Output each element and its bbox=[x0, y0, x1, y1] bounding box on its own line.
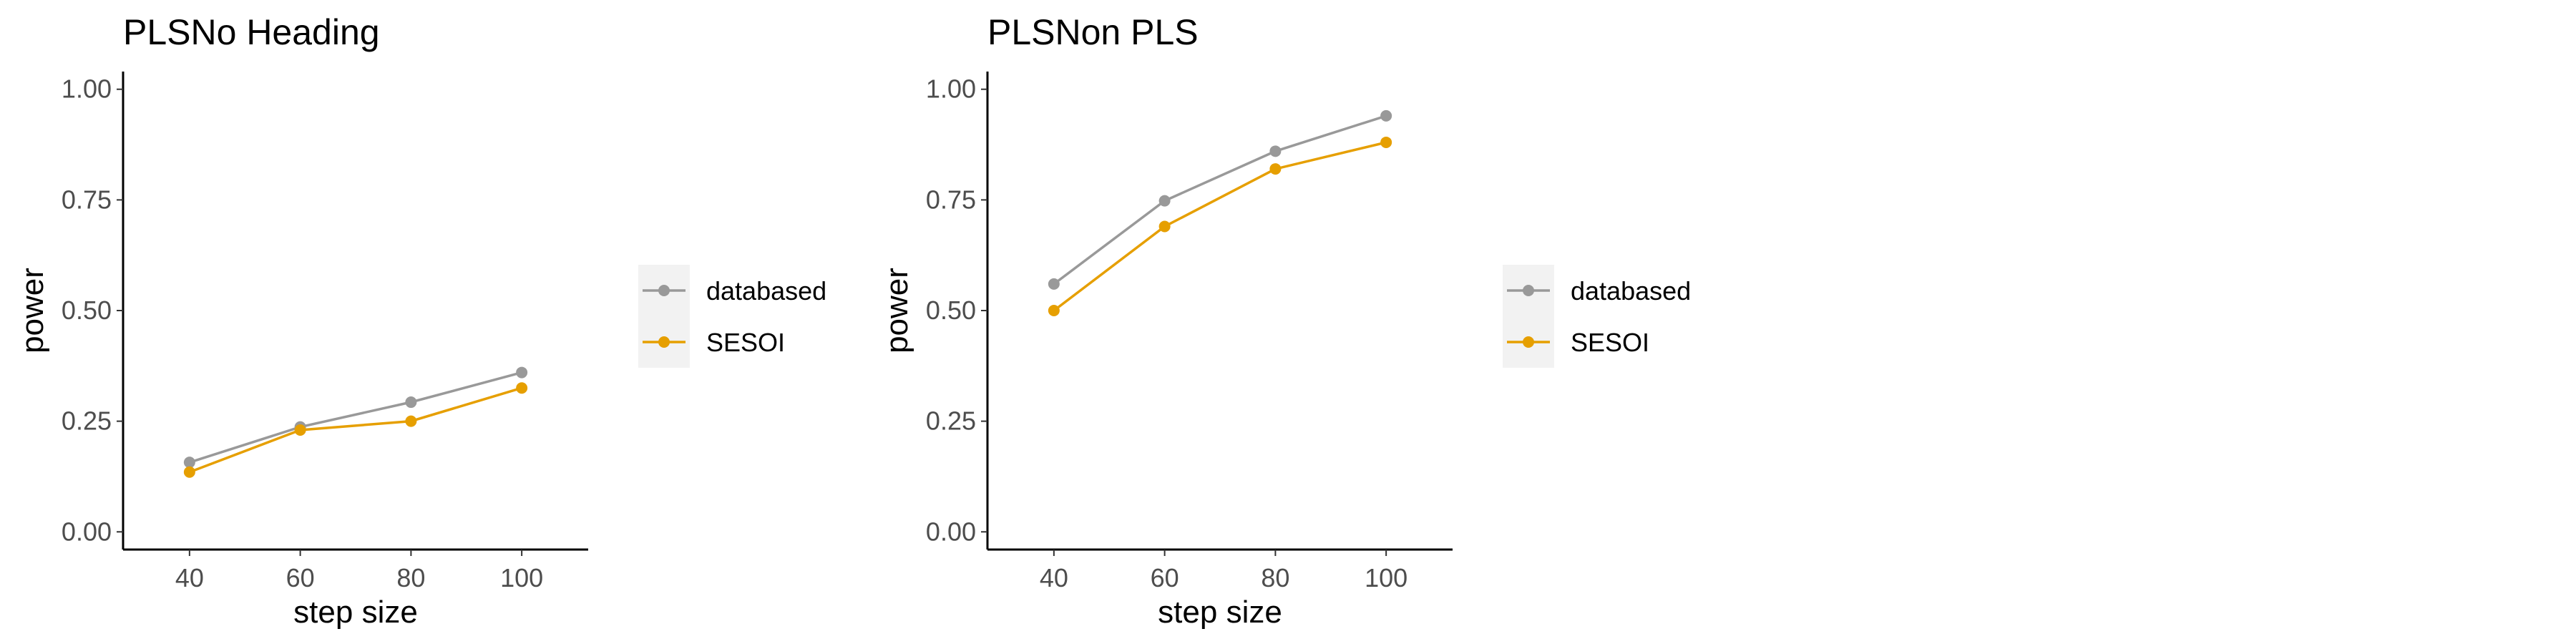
legend-key-background bbox=[1503, 265, 1554, 368]
data-point-sesoi bbox=[405, 415, 417, 427]
y-tick-label: 1.00 bbox=[62, 74, 112, 104]
y-tick-label: 0.75 bbox=[62, 185, 112, 214]
legend-key-point bbox=[1523, 336, 1534, 348]
data-point-sesoi bbox=[1158, 220, 1171, 233]
y-tick-label: 0.25 bbox=[926, 406, 976, 436]
chart-title: PLSNon PLS bbox=[987, 12, 1199, 52]
x-tick-label: 80 bbox=[396, 563, 425, 592]
series-line-databased bbox=[1053, 114, 1387, 286]
legend-key-point bbox=[1523, 285, 1534, 296]
x-tick-label: 100 bbox=[500, 563, 543, 592]
chart-title: PLSNo Heading bbox=[123, 12, 380, 52]
data-point-databased bbox=[1048, 278, 1060, 290]
data-point-sesoi bbox=[1380, 136, 1392, 148]
x-tick-label: 40 bbox=[1040, 563, 1068, 592]
data-point-sesoi bbox=[1048, 305, 1060, 316]
data-point-databased bbox=[405, 396, 417, 409]
y-tick-label: 0.25 bbox=[62, 406, 112, 436]
data-point-databased bbox=[1380, 109, 1392, 122]
data-point-sesoi bbox=[516, 382, 528, 394]
data-point-databased bbox=[1269, 145, 1282, 157]
legend-label: databased bbox=[1571, 276, 1691, 306]
series-line-databased bbox=[189, 371, 522, 464]
legend-label: SESOI bbox=[706, 328, 785, 357]
chart-panel-1: PLSNo Heading 0.00 0.25 0.50 0.75 1.00 40 60 80 1… bbox=[15, 12, 826, 630]
legend-key-background bbox=[638, 265, 690, 368]
legend-label: databased bbox=[706, 276, 826, 306]
x-tick-label: 80 bbox=[1261, 563, 1289, 592]
legend: databased SESOI bbox=[638, 265, 826, 368]
y-tick-label: 0.00 bbox=[62, 517, 112, 546]
x-axis-title: step size bbox=[1158, 595, 1282, 630]
legend-key-point bbox=[658, 285, 670, 296]
data-point-databased bbox=[183, 457, 195, 469]
data-point-sesoi bbox=[1269, 163, 1282, 175]
y-tick-label: 1.00 bbox=[926, 74, 976, 104]
y-axis-title: power bbox=[15, 268, 50, 353]
x-tick-label: 40 bbox=[175, 563, 204, 592]
x-tick-label: 60 bbox=[286, 563, 315, 592]
data-point-sesoi bbox=[183, 466, 195, 478]
x-axis-title: step size bbox=[293, 595, 418, 630]
x-tick-label: 60 bbox=[1151, 563, 1179, 592]
legend-key-point bbox=[658, 336, 670, 348]
chart-panel-2: PLSNon PLS 0.00 0.25 0.50 0.75 1.00 40 60 80 100 s… bbox=[879, 12, 1691, 630]
series-line-sesoi bbox=[1053, 141, 1387, 312]
y-tick-label: 0.75 bbox=[926, 185, 976, 214]
x-tick-label: 100 bbox=[1365, 563, 1407, 592]
legend: databased SESOI bbox=[1503, 265, 1691, 368]
series-line-sesoi bbox=[189, 386, 522, 474]
y-tick-label: 0.00 bbox=[926, 517, 976, 546]
data-point-databased bbox=[1158, 195, 1171, 207]
data-point-sesoi bbox=[294, 424, 306, 436]
y-tick-label: 0.50 bbox=[926, 296, 976, 325]
y-axis-title: power bbox=[879, 268, 914, 353]
data-point-databased bbox=[516, 366, 528, 379]
legend-label: SESOI bbox=[1571, 328, 1649, 357]
y-tick-label: 0.50 bbox=[62, 296, 112, 325]
